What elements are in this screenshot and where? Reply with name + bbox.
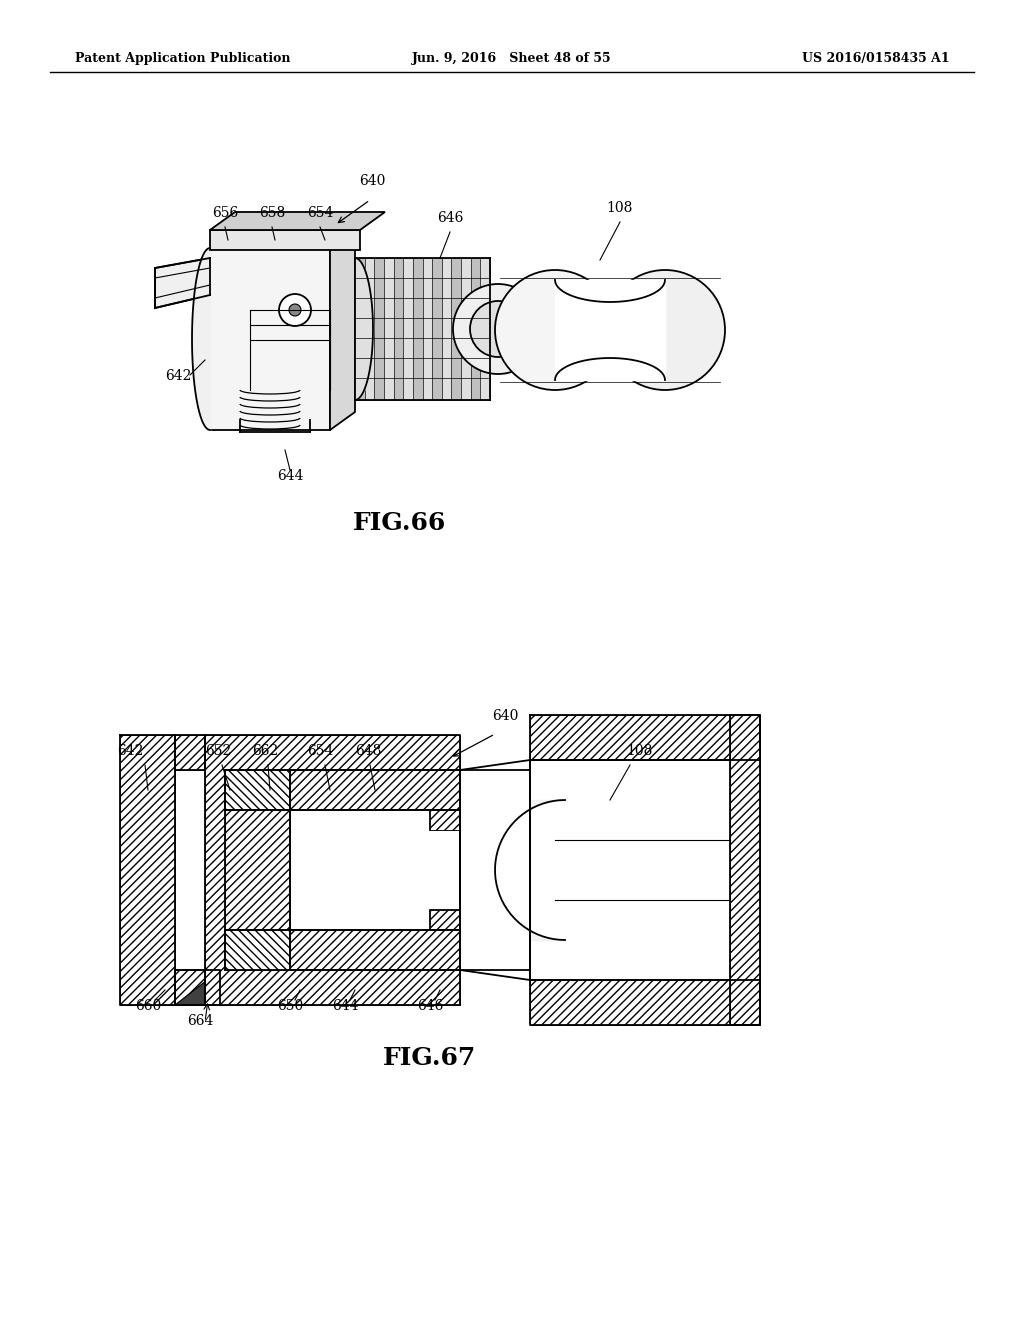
Polygon shape <box>480 257 490 400</box>
Circle shape <box>453 284 543 374</box>
Polygon shape <box>225 931 460 970</box>
Polygon shape <box>432 257 441 400</box>
Polygon shape <box>205 735 460 1005</box>
Polygon shape <box>290 770 460 810</box>
Text: 646: 646 <box>437 211 463 224</box>
Polygon shape <box>290 931 460 970</box>
Polygon shape <box>430 909 460 931</box>
Text: 646: 646 <box>417 999 443 1012</box>
Polygon shape <box>393 257 403 400</box>
Text: 642: 642 <box>165 370 191 383</box>
Text: 654: 654 <box>307 744 333 758</box>
Polygon shape <box>365 257 375 400</box>
Polygon shape <box>430 810 460 830</box>
Polygon shape <box>210 230 355 248</box>
Polygon shape <box>430 909 460 931</box>
Text: 658: 658 <box>259 206 285 220</box>
Polygon shape <box>210 248 330 430</box>
Polygon shape <box>175 970 205 1005</box>
Circle shape <box>470 301 526 356</box>
Text: 642: 642 <box>117 744 143 758</box>
Polygon shape <box>384 257 393 400</box>
Polygon shape <box>471 257 480 400</box>
Polygon shape <box>290 931 460 970</box>
Text: FIG.66: FIG.66 <box>353 511 446 535</box>
Polygon shape <box>155 257 210 308</box>
Polygon shape <box>452 257 461 400</box>
Text: 640: 640 <box>358 174 385 187</box>
Polygon shape <box>441 257 452 400</box>
Text: 644: 644 <box>332 999 358 1012</box>
Polygon shape <box>290 770 460 810</box>
Text: 644: 644 <box>276 469 303 483</box>
Polygon shape <box>461 257 471 400</box>
Text: 664: 664 <box>186 1014 213 1028</box>
Polygon shape <box>330 230 355 430</box>
Polygon shape <box>175 735 205 770</box>
Circle shape <box>605 271 725 389</box>
Text: Patent Application Publication: Patent Application Publication <box>75 51 291 65</box>
Polygon shape <box>375 257 384 400</box>
Polygon shape <box>175 970 220 1005</box>
Text: 652: 652 <box>205 744 231 758</box>
Polygon shape <box>460 760 530 979</box>
Text: Jun. 9, 2016   Sheet 48 of 55: Jun. 9, 2016 Sheet 48 of 55 <box>413 51 611 65</box>
Polygon shape <box>225 810 290 931</box>
Polygon shape <box>225 770 460 810</box>
Polygon shape <box>355 257 365 400</box>
Polygon shape <box>530 760 730 979</box>
Text: 108: 108 <box>627 744 653 758</box>
Polygon shape <box>403 257 413 400</box>
Circle shape <box>495 271 615 389</box>
Polygon shape <box>460 770 530 970</box>
Polygon shape <box>413 257 423 400</box>
Polygon shape <box>430 810 460 830</box>
Polygon shape <box>290 810 460 931</box>
Circle shape <box>289 304 301 315</box>
Text: US 2016/0158435 A1: US 2016/0158435 A1 <box>803 51 950 65</box>
Text: 108: 108 <box>607 201 633 215</box>
Text: 648: 648 <box>354 744 381 758</box>
Text: FIG.67: FIG.67 <box>383 1045 476 1071</box>
Polygon shape <box>225 770 460 810</box>
Polygon shape <box>210 230 360 249</box>
Text: 660: 660 <box>135 999 161 1012</box>
Polygon shape <box>530 979 760 1026</box>
Polygon shape <box>730 715 760 1026</box>
Text: 650: 650 <box>276 999 303 1012</box>
Polygon shape <box>120 735 175 1005</box>
Polygon shape <box>225 931 460 970</box>
Polygon shape <box>530 715 760 760</box>
Text: 654: 654 <box>307 206 333 220</box>
Text: 662: 662 <box>252 744 279 758</box>
Polygon shape <box>210 213 385 230</box>
Polygon shape <box>423 257 432 400</box>
Polygon shape <box>175 970 220 1005</box>
Circle shape <box>279 294 311 326</box>
Text: 656: 656 <box>212 206 239 220</box>
Text: 640: 640 <box>492 709 518 723</box>
